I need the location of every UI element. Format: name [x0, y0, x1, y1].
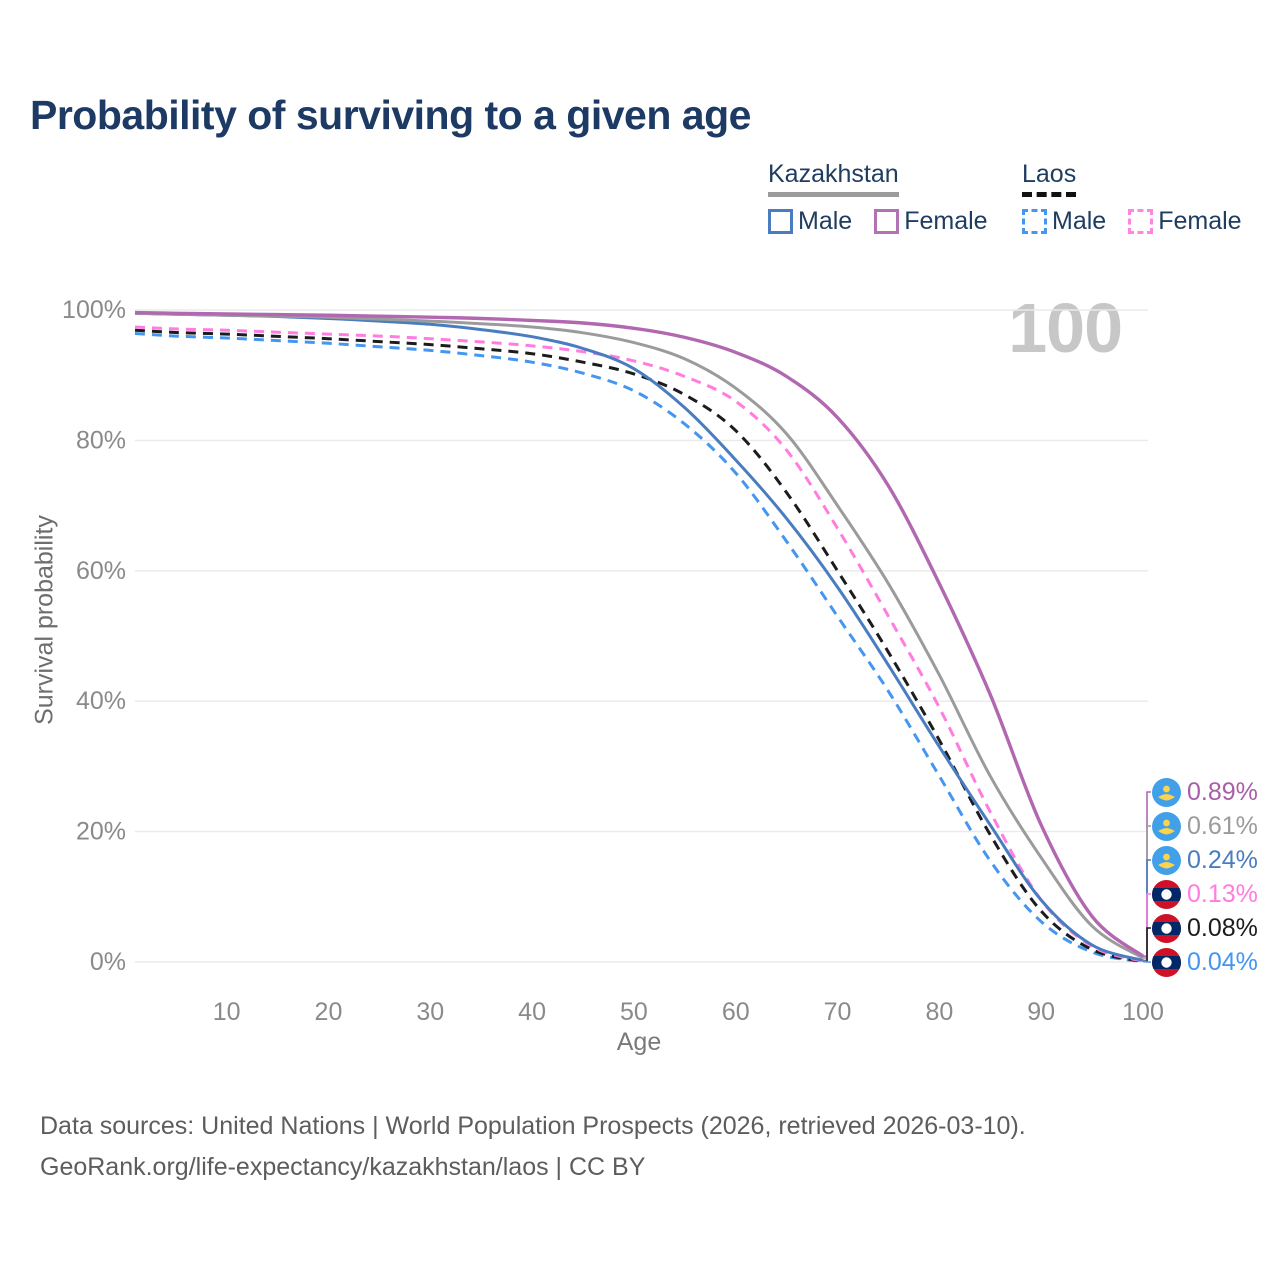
end-label-value: 0.04% — [1187, 947, 1258, 976]
laos-flag-icon — [1152, 947, 1181, 977]
end-label-value: 0.13% — [1187, 879, 1258, 908]
end-label-row-kazakhstan-male: 0.24% — [1152, 843, 1258, 877]
end-label-value: 0.61% — [1187, 811, 1258, 840]
legend-swatch-laos-female[interactable] — [1128, 209, 1154, 234]
footer-data-sources: Data sources: United Nations | World Pop… — [40, 1112, 1026, 1140]
kazakhstan-flag-icon — [1152, 777, 1181, 807]
legend-label-laos-male[interactable]: Male — [1052, 207, 1107, 235]
series-line-kazakhstan-average[interactable] — [134, 311, 1144, 960]
x-axis-title: Age — [616, 1028, 662, 1056]
legend: Kazakhstan Male Female Laos Male Female — [0, 160, 1280, 250]
end-label-value: 0.24% — [1187, 845, 1258, 874]
legend-swatch-kazakhstan-female[interactable] — [874, 209, 900, 234]
x-tick-label: 90 — [1027, 998, 1055, 1026]
x-tick-label: 30 — [416, 998, 444, 1026]
x-tick-label: 40 — [518, 998, 546, 1026]
laos-flag-icon — [1152, 879, 1181, 909]
series-line-laos-female[interactable] — [134, 325, 1144, 963]
x-tick-label: 20 — [315, 998, 343, 1026]
end-label-row-kazakhstan-female: 0.89% — [1152, 775, 1258, 809]
legend-group-laos: Laos Male Female — [1022, 160, 1264, 236]
y-tick-label: 80% — [76, 426, 126, 454]
legend-header-kazakhstan: Kazakhstan — [768, 160, 899, 197]
kazakhstan-flag-icon — [1152, 845, 1181, 875]
y-tick-label: 20% — [76, 818, 126, 846]
x-tick-label: 70 — [824, 998, 852, 1026]
footer-link: GeoRank.org/life-expectancy/kazakhstan/l… — [40, 1153, 646, 1181]
page-title: Probability of surviving to a given age — [30, 92, 751, 138]
y-tick-label: 60% — [76, 557, 126, 585]
age-counter-watermark: 100 — [1008, 289, 1123, 367]
y-tick-label: 100% — [62, 296, 126, 324]
x-tick-label: 10 — [213, 998, 241, 1026]
y-axis-title: Survival probability — [30, 515, 59, 725]
y-tick-label: 40% — [76, 687, 126, 715]
kazakhstan-flag-icon — [1152, 811, 1181, 841]
end-label-row-laos-female: 0.13% — [1152, 877, 1258, 911]
legend-label-laos-female[interactable]: Female — [1158, 207, 1242, 235]
x-tick-label: 80 — [925, 998, 953, 1026]
series-line-kazakhstan-male[interactable] — [134, 311, 1144, 962]
end-label-row-laos-male: 0.04% — [1152, 945, 1258, 979]
x-tick-label: 50 — [620, 998, 648, 1026]
y-tick-label: 0% — [90, 948, 126, 976]
x-tick-label: 60 — [722, 998, 750, 1026]
legend-swatch-laos-male[interactable] — [1022, 209, 1047, 234]
x-tick-label: 100 — [1122, 998, 1164, 1026]
end-label-row-kazakhstan-average: 0.61% — [1152, 809, 1258, 843]
end-label-row-laos-average: 0.08% — [1152, 911, 1258, 945]
legend-group-kazakhstan: Kazakhstan Male Female — [768, 160, 1010, 236]
legend-label-kazakhstan-male[interactable]: Male — [798, 207, 853, 235]
footer: Data sources: United Nations | World Pop… — [40, 1106, 1026, 1188]
end-label-value: 0.89% — [1187, 777, 1258, 806]
legend-header-laos: Laos — [1022, 160, 1077, 197]
end-label-value: 0.08% — [1187, 913, 1258, 942]
legend-swatch-kazakhstan-male[interactable] — [768, 209, 793, 234]
legend-label-kazakhstan-female[interactable]: Female — [904, 207, 988, 235]
laos-flag-icon — [1152, 913, 1181, 943]
series-line-laos-male[interactable] — [134, 332, 1144, 964]
series-line-laos-average[interactable] — [134, 328, 1144, 963]
series-line-kazakhstan-female[interactable] — [134, 310, 1145, 958]
